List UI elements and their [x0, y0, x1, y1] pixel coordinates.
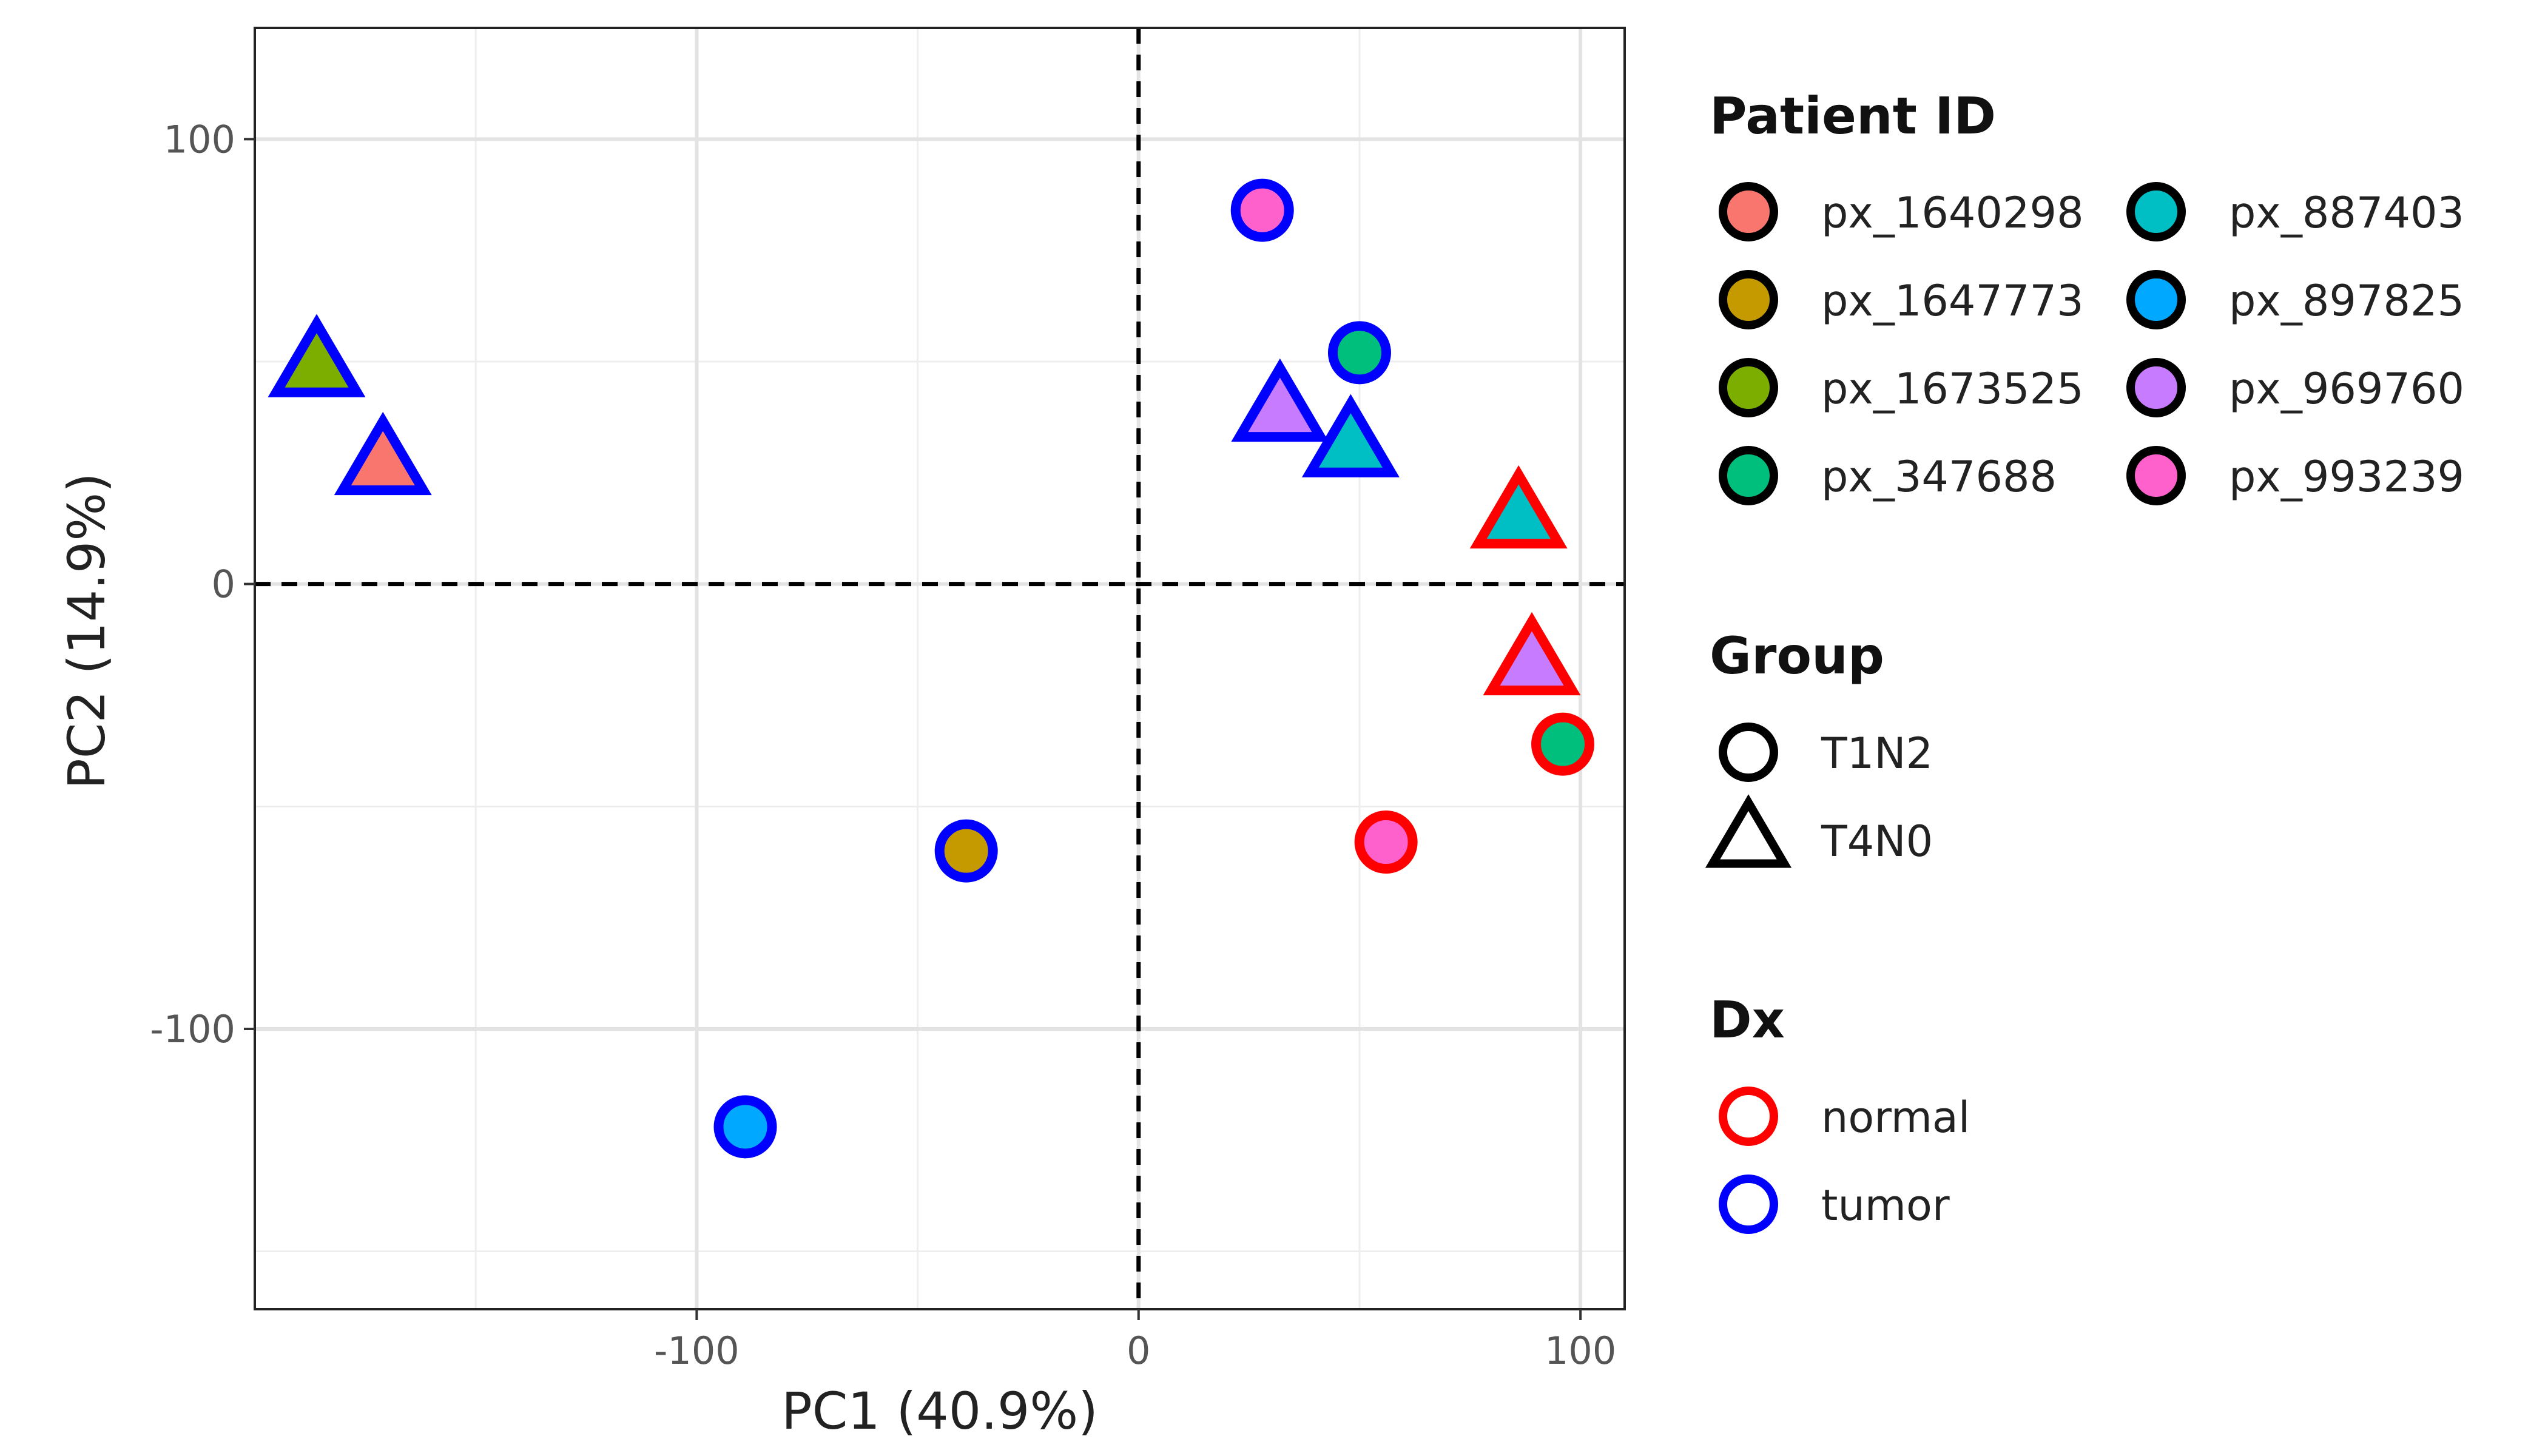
reference-lines — [255, 28, 1625, 1309]
legend-label-px_993239: px_993239 — [2229, 452, 2464, 502]
x-tick-label: 0 — [1127, 1329, 1150, 1373]
legend-title-patient-id: Patient ID — [1710, 86, 1996, 146]
legend-key-px_1647773 — [1719, 270, 1778, 329]
legend-label-px_887403: px_887403 — [2229, 188, 2464, 238]
legend-label-T4N0: T4N0 — [1821, 817, 1933, 866]
legend-key-px_1673525 — [1719, 358, 1778, 417]
y-tick-label: 0 — [212, 562, 235, 607]
plot-panel-border — [254, 27, 1626, 1310]
legend-label-px_347688: px_347688 — [1821, 452, 2057, 502]
legend-key-px_1640298 — [1719, 182, 1778, 241]
point-circle-px_347688-tumor — [1327, 321, 1391, 385]
legend-label-px_897825: px_897825 — [2229, 276, 2464, 326]
x-tick-label: 100 — [1545, 1329, 1616, 1373]
legend: Patient ID px_1640298 px_1647773 px_1673525… — [1705, 86, 2464, 1234]
data-points — [268, 178, 1595, 1159]
point-triangle-px_1673525-tumor — [268, 314, 366, 397]
point-circle-px_347688-normal — [1531, 712, 1595, 776]
legend-key-triangle — [1705, 794, 1792, 868]
y-axis-title: PC2 (14.9%) — [57, 473, 116, 789]
legend-key-px_897825 — [2126, 270, 2186, 329]
point-triangle-px_969760-normal — [1483, 612, 1581, 696]
legend-key-px_993239 — [2126, 446, 2186, 505]
legend-key-circle — [1719, 723, 1778, 782]
x-tick-label: -100 — [654, 1329, 740, 1373]
point-triangle-px_969760-tumor — [1231, 358, 1329, 442]
legend-label-px_969760: px_969760 — [2229, 364, 2464, 414]
point-triangle-px_887403-tumor — [1301, 394, 1400, 477]
legend-label-px_1673525: px_1673525 — [1821, 364, 2084, 414]
point-circle-px_1647773-tumor — [934, 819, 998, 883]
legend-label-T1N2: T1N2 — [1821, 729, 1933, 778]
legend-key-px_887403 — [2126, 182, 2186, 241]
legend-title-group: Group — [1710, 626, 1884, 686]
point-triangle-px_887403-normal — [1469, 465, 1568, 549]
legend-label-px_1640298: px_1640298 — [1821, 188, 2084, 238]
axis-ticks: -100 0 100 -100 0 100 — [150, 117, 1616, 1373]
x-axis-title: PC1 (40.9%) — [781, 1381, 1098, 1441]
point-circle-px_897825-tumor — [713, 1095, 777, 1159]
legend-key-normal — [1719, 1087, 1778, 1146]
point-triangle-px_1640298-tumor — [334, 411, 432, 496]
point-circle-px_993239-normal — [1354, 811, 1418, 874]
legend-key-tumor — [1719, 1175, 1778, 1234]
legend-label-px_1647773: px_1647773 — [1821, 276, 2084, 326]
y-tick-label: 100 — [164, 117, 235, 161]
legend-label-tumor: tumor — [1821, 1181, 1950, 1230]
legend-key-px_969760 — [2126, 358, 2186, 417]
point-circle-px_993239-tumor — [1230, 178, 1294, 242]
legend-key-px_347688 — [1719, 446, 1778, 505]
legend-title-dx: Dx — [1710, 990, 1785, 1050]
y-tick-label: -100 — [150, 1007, 235, 1051]
legend-label-normal: normal — [1821, 1093, 1970, 1142]
